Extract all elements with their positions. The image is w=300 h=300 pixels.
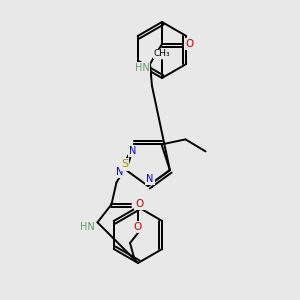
Text: N: N	[116, 167, 124, 177]
Text: HN: HN	[135, 63, 149, 73]
Text: HN: HN	[80, 222, 95, 233]
Text: N: N	[146, 174, 154, 184]
Text: O: O	[186, 39, 194, 49]
Text: N: N	[129, 146, 136, 156]
Text: O: O	[134, 222, 142, 232]
Text: CH₃: CH₃	[154, 50, 170, 58]
Text: S: S	[121, 159, 128, 170]
Text: O: O	[135, 200, 144, 209]
